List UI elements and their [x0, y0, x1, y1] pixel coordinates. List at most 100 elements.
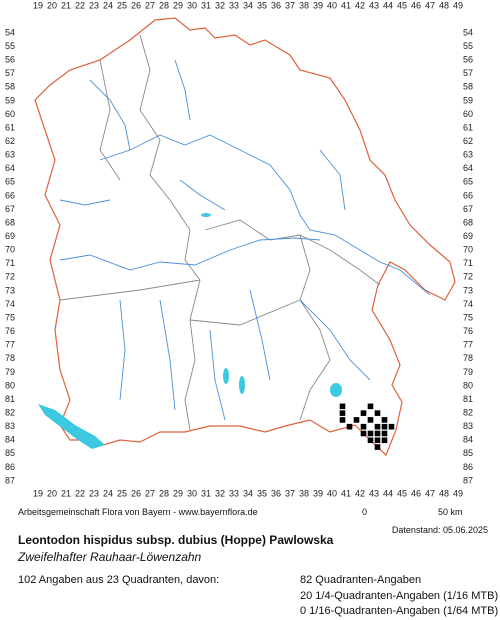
y-grid-label: 81 [463, 394, 473, 404]
count: 82 Quadranten-Angaben [300, 574, 422, 586]
record-square [381, 437, 388, 444]
y-grid-label: 80 [463, 380, 473, 390]
record-square [339, 417, 346, 423]
y-grid-label: 55 [463, 41, 473, 51]
y-grid-label: 56 [5, 55, 15, 65]
lake [239, 376, 245, 394]
x-grid-label: 40 [327, 0, 337, 10]
district-border [59, 34, 381, 431]
y-grid-label: 68 [463, 217, 473, 227]
y-grid-label: 76 [5, 326, 15, 336]
x-grid-label: 26 [131, 488, 141, 498]
x-grid-label: 27 [145, 488, 155, 498]
x-grid-label: 29 [173, 488, 183, 498]
y-grid-label: 73 [463, 285, 473, 295]
x-grid-label: 41 [341, 488, 351, 498]
x-grid-label: 44 [383, 0, 393, 10]
record-square [360, 430, 367, 437]
y-grid-label: 70 [5, 245, 15, 255]
lake [38, 404, 105, 449]
record-square [381, 417, 388, 423]
record-square [381, 430, 388, 437]
y-grid-label: 83 [5, 421, 15, 431]
y-grid-label: 69 [5, 231, 15, 241]
x-grid-label: 43 [369, 488, 379, 498]
x-grid-label: 44 [383, 488, 393, 498]
x-grid-label: 31 [201, 0, 211, 10]
y-grid-label: 60 [463, 109, 473, 119]
lake [201, 213, 211, 217]
y-grid-label: 87 [5, 475, 15, 485]
river [59, 149, 346, 211]
y-grid-label: 84 [463, 435, 473, 445]
y-grid-label: 64 [463, 163, 473, 173]
x-grid-label: 25 [117, 488, 127, 498]
record-square [374, 444, 381, 450]
scale-start: 0 [362, 507, 368, 517]
x-grid-label: 42 [355, 488, 365, 498]
x-grid-label: 47 [425, 0, 435, 10]
x-grid-label: 27 [145, 0, 155, 10]
y-grid-label: 84 [5, 435, 15, 445]
y-grid-label: 77 [463, 340, 473, 350]
x-grid-label: 30 [187, 488, 197, 498]
y-grid-label: 87 [463, 475, 473, 485]
y-grid-label: 85 [5, 448, 15, 458]
x-grid-label: 48 [439, 488, 449, 498]
y-grid-label: 58 [463, 82, 473, 92]
y-grid-label: 80 [5, 380, 15, 390]
x-grid-label: 33 [229, 488, 239, 498]
x-grid-label: 22 [75, 488, 85, 498]
record-square [339, 410, 346, 416]
x-grid-label: 49 [453, 488, 463, 498]
x-grid-label: 28 [159, 0, 169, 10]
x-grid-label: 34 [243, 0, 253, 10]
y-grid-label: 85 [463, 448, 473, 458]
count: 0 1/16-Quadranten-Angaben (1/64 MTB) [300, 605, 499, 617]
record-square [374, 410, 381, 416]
x-grid-label: 39 [313, 0, 323, 10]
boundaries [34, 17, 456, 457]
y-grid-label: 82 [5, 407, 15, 417]
x-grid-label: 20 [47, 488, 57, 498]
y-grid-label: 61 [5, 122, 15, 132]
x-grid-label: 23 [89, 488, 99, 498]
y-grid-label: 66 [5, 190, 15, 200]
lake [223, 368, 229, 384]
y-grid-label: 70 [463, 245, 473, 255]
y-grid-label: 67 [463, 204, 473, 214]
x-grid-label: 26 [131, 0, 141, 10]
x-grid-label: 36 [271, 0, 281, 10]
x-grid-label: 43 [369, 0, 379, 10]
y-grid-label: 79 [463, 367, 473, 377]
lake [330, 383, 342, 397]
x-grid-label: 46 [411, 488, 421, 498]
state-border [34, 17, 456, 457]
x-grid-label: 34 [243, 488, 253, 498]
x-grid-label: 36 [271, 488, 281, 498]
y-grid-label: 64 [5, 163, 15, 173]
x-grid-label: 21 [61, 488, 71, 498]
x-grid-label: 40 [327, 488, 337, 498]
river [89, 59, 371, 421]
record-square [374, 430, 381, 437]
x-grid-label: 46 [411, 0, 421, 10]
y-grid-label: 63 [5, 150, 15, 160]
record-square [339, 403, 346, 410]
y-grid-label: 67 [5, 204, 15, 214]
record-square [360, 410, 367, 416]
count: 20 1/4-Quadranten-Angaben (1/16 MTB) [300, 590, 499, 602]
x-grid-label: 45 [397, 488, 407, 498]
x-grid-label: 19 [33, 488, 43, 498]
x-grid-label: 23 [89, 0, 99, 10]
y-grid-label: 71 [5, 258, 15, 268]
y-grid-label: 59 [5, 95, 15, 105]
y-grid-label: 57 [463, 68, 473, 78]
x-grid-label: 38 [299, 0, 309, 10]
y-grid-label: 66 [463, 190, 473, 200]
x-grid-label: 30 [187, 0, 197, 10]
y-grid-label: 57 [5, 68, 15, 78]
y-grid-label: 58 [5, 82, 15, 92]
x-grid-label: 49 [453, 0, 463, 10]
